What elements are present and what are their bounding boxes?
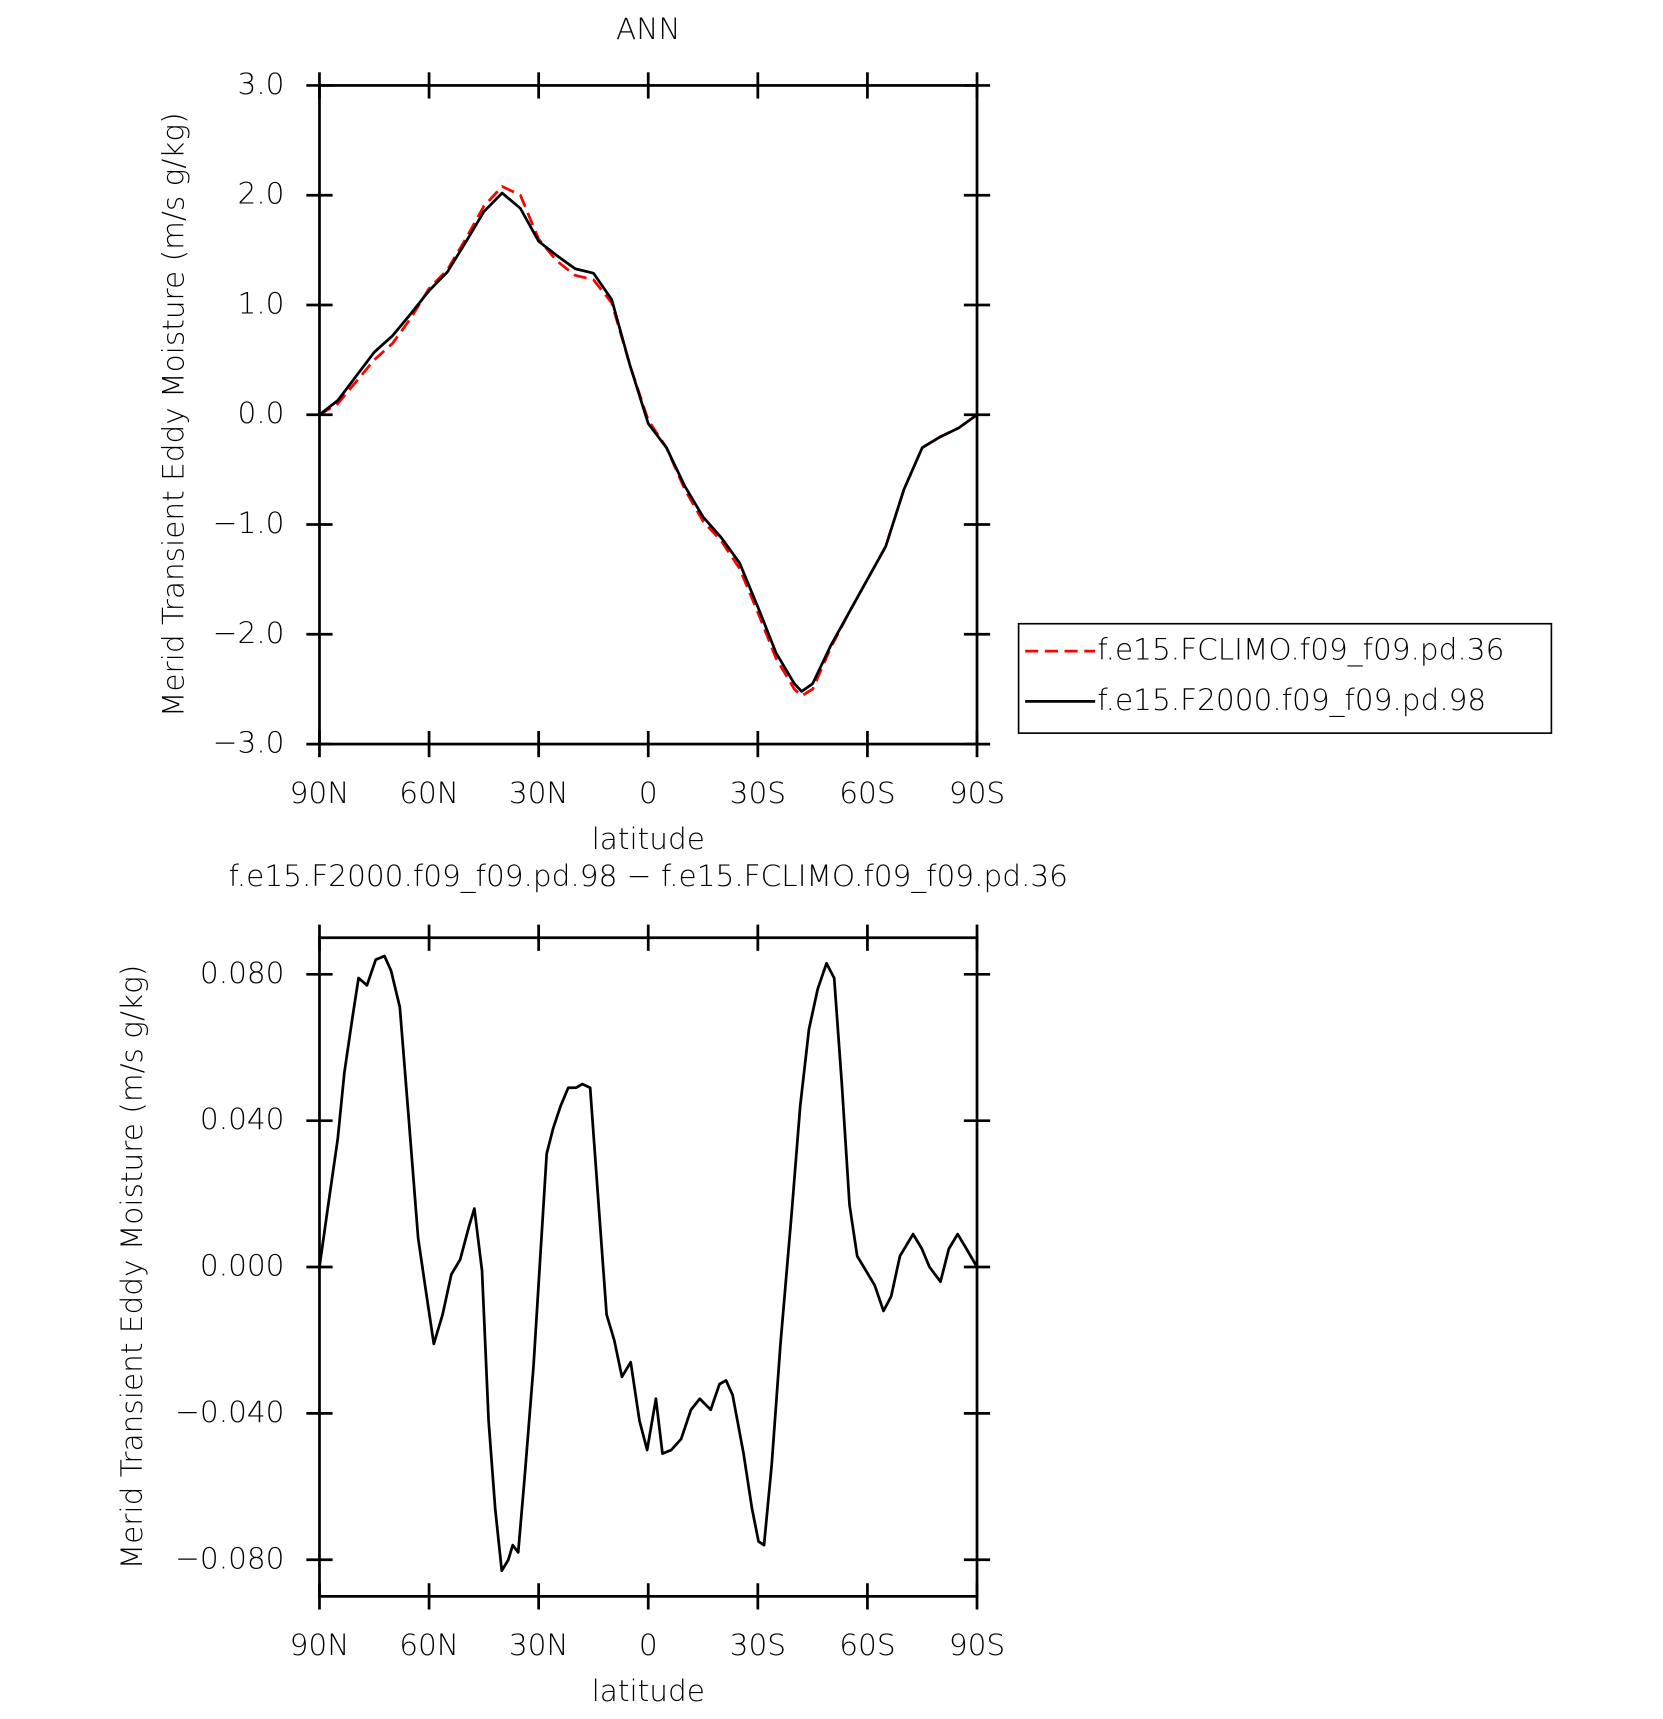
y-tick-label: −0.080 — [175, 1541, 284, 1575]
y-tick-label: −0.040 — [175, 1395, 284, 1429]
x-tick-label: 90N — [290, 1628, 350, 1662]
y-tick-label: 0.000 — [200, 1249, 285, 1283]
x-tick-label: 30N — [509, 776, 569, 810]
x-axis-label: latitude — [592, 1674, 705, 1708]
x-tick-label: 30S — [730, 776, 786, 810]
data-line — [318, 191, 978, 693]
x-tick-label: 60N — [399, 1628, 459, 1662]
x-tick-label: 60N — [399, 776, 459, 810]
chart-title: ANN — [616, 12, 680, 46]
x-tick-label: 60S — [839, 776, 895, 810]
plot-frame — [318, 84, 979, 746]
x-tick-label: 90S — [949, 1628, 1005, 1662]
x-tick-label: 60S — [839, 1628, 895, 1662]
y-tick-label: −2.0 — [213, 616, 285, 650]
x-tick-label: 90N — [290, 776, 350, 810]
y-tick-label: 3.0 — [237, 67, 284, 101]
chart-title: f.e15.F2000.f09_f09.pd.98 − f.e15.FCLIMO… — [229, 859, 1068, 894]
y-tick-label: −3.0 — [213, 726, 285, 760]
legend-box — [1017, 622, 1553, 734]
y-tick-label: −1.0 — [213, 506, 285, 540]
x-tick-label: 30N — [509, 1628, 569, 1662]
y-tick-label: 0.080 — [200, 956, 285, 990]
x-tick-label: 90S — [949, 776, 1005, 810]
plot-frame — [318, 936, 979, 1598]
legend-label: f.e15.FCLIMO.f09_f09.pd.36 — [1097, 633, 1504, 668]
x-tick-label: 0 — [639, 1628, 658, 1662]
x-tick-label: 0 — [639, 776, 658, 810]
x-tick-label: 30S — [730, 1628, 786, 1662]
y-axis-label: Merid Transient Eddy Moisture (m/s g/kg) — [115, 965, 149, 1570]
y-axis-label: Merid Transient Eddy Moisture (m/s g/kg) — [157, 112, 191, 717]
y-tick-label: 0.0 — [237, 396, 284, 430]
y-tick-label: 2.0 — [237, 177, 284, 211]
data-line — [318, 954, 979, 1573]
y-tick-label: 1.0 — [237, 286, 284, 320]
x-axis-label: latitude — [592, 822, 705, 856]
data-line — [318, 185, 978, 698]
y-tick-label: 0.040 — [200, 1102, 285, 1136]
legend-label: f.e15.F2000.f09_f09.pd.98 — [1097, 683, 1486, 718]
